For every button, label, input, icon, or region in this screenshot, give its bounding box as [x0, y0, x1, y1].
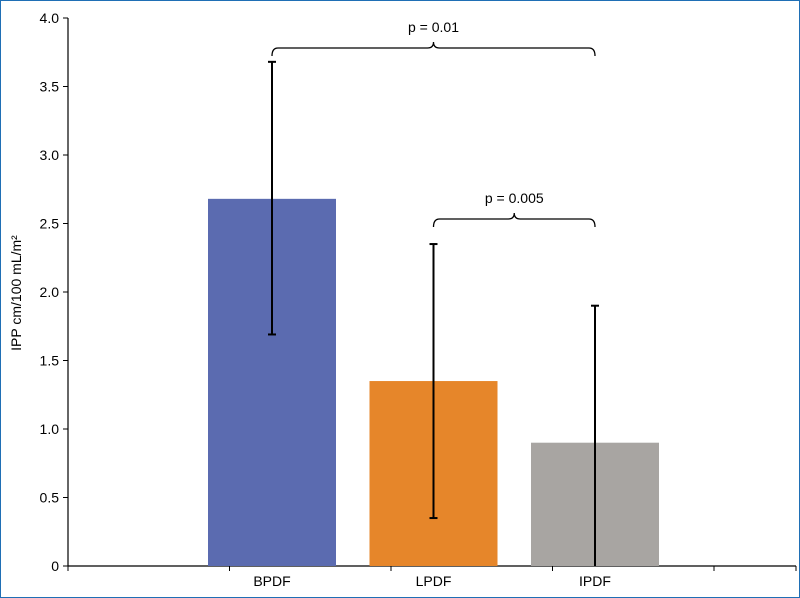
- y-tick-label: 3.0: [40, 147, 60, 163]
- significance-bracket: [271, 41, 596, 57]
- error-bars: [268, 60, 599, 566]
- significance-bracket: [432, 212, 596, 228]
- p-value-label: p = 0.005: [485, 190, 544, 206]
- y-axis-title: IPP cm/100 mL/m²: [8, 235, 24, 351]
- axes: 0 0.5 1.0 1.5 2.0 2.5 3.0 3.5 4.0 BPDF LPDF IPDF: [40, 10, 797, 589]
- x-category-label: IPDF: [579, 573, 611, 589]
- y-tick-label: 2.0: [40, 284, 60, 300]
- y-tick-label: 4.0: [40, 10, 60, 26]
- x-category-label: LPDF: [416, 573, 452, 589]
- y-tick-label: 2.5: [40, 216, 60, 232]
- p-value-label: p = 0.01: [408, 19, 459, 35]
- y-tick-label: 0.5: [40, 490, 60, 506]
- significance-annotations: p = 0.01 p = 0.005: [271, 19, 596, 228]
- y-tick-label: 1.5: [40, 353, 60, 369]
- y-tick-label: 3.5: [40, 79, 60, 95]
- y-tick-label: 0: [51, 558, 59, 574]
- x-category-label: BPDF: [253, 573, 290, 589]
- y-tick-label: 1.0: [40, 421, 60, 437]
